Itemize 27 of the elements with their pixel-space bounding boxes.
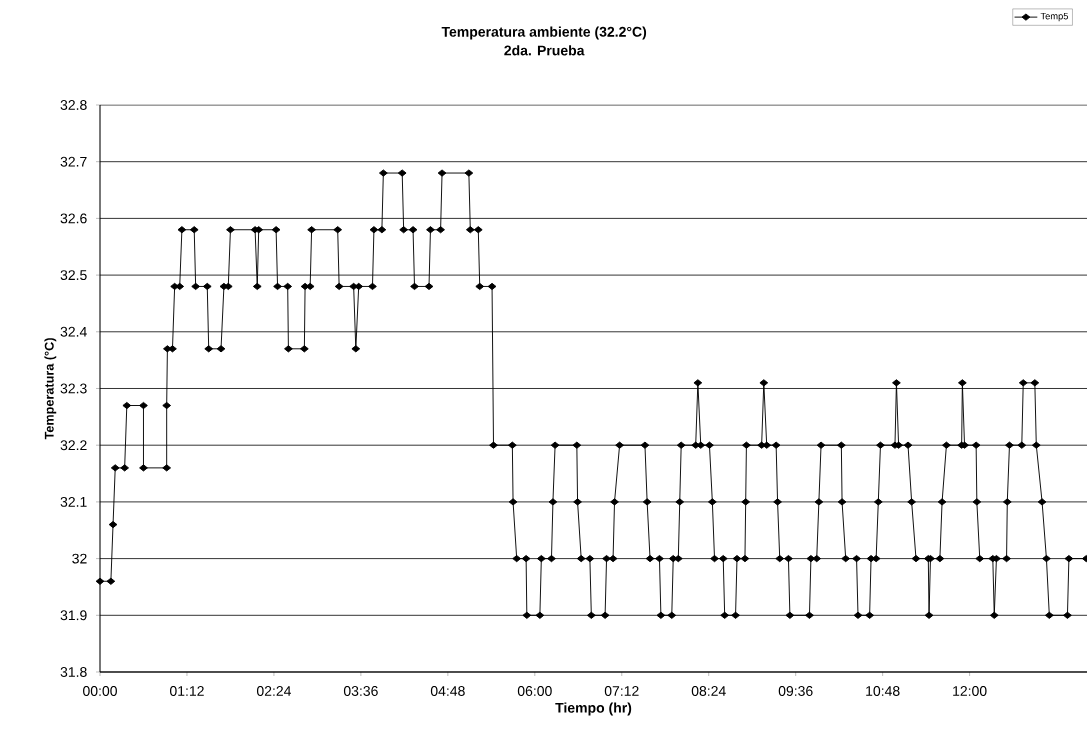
chart-subtitle: 2da. Prueba [504, 45, 585, 56]
y-tick-label: 32.5 [60, 270, 87, 281]
y-axis-title: Temperatura (°C) [44, 338, 57, 440]
y-tick-label: 31.8 [60, 667, 87, 677]
y-tick-label: 32.6 [60, 213, 87, 224]
x-tick-label: 03:36 [343, 686, 378, 696]
x-axis-title: Tiempo (hr) [555, 702, 632, 716]
y-tick-label: 32.1 [60, 496, 87, 507]
y-tick-label: 32.8 [60, 100, 87, 110]
y-tick-label: 32.2 [60, 440, 87, 451]
x-tick-label: 01:12 [169, 686, 204, 696]
y-tick-label: 31.9 [60, 610, 87, 621]
x-tick-label: 06:00 [517, 686, 552, 696]
y-tick-label: 32.3 [60, 383, 87, 394]
x-tick-label: 04:48 [430, 686, 465, 696]
x-tick-label: 10:48 [866, 686, 900, 696]
x-tick-label: 09:36 [778, 686, 813, 696]
y-tick-label: 32.7 [60, 156, 87, 167]
chart-title: Temperatura ambiente (32.2°C) [441, 26, 647, 40]
y-tick-label: 32.4 [60, 326, 87, 337]
x-tick-label: 00:00 [83, 686, 117, 696]
x-tick-label: 12:00 [953, 686, 987, 696]
x-tick-label: 02:24 [256, 686, 292, 696]
y-tick-label: 32 [72, 553, 87, 564]
legend-label: Temp5 [1040, 12, 1069, 22]
x-tick-label: 07:12 [604, 686, 639, 696]
x-tick-label: 08:24 [691, 686, 726, 696]
